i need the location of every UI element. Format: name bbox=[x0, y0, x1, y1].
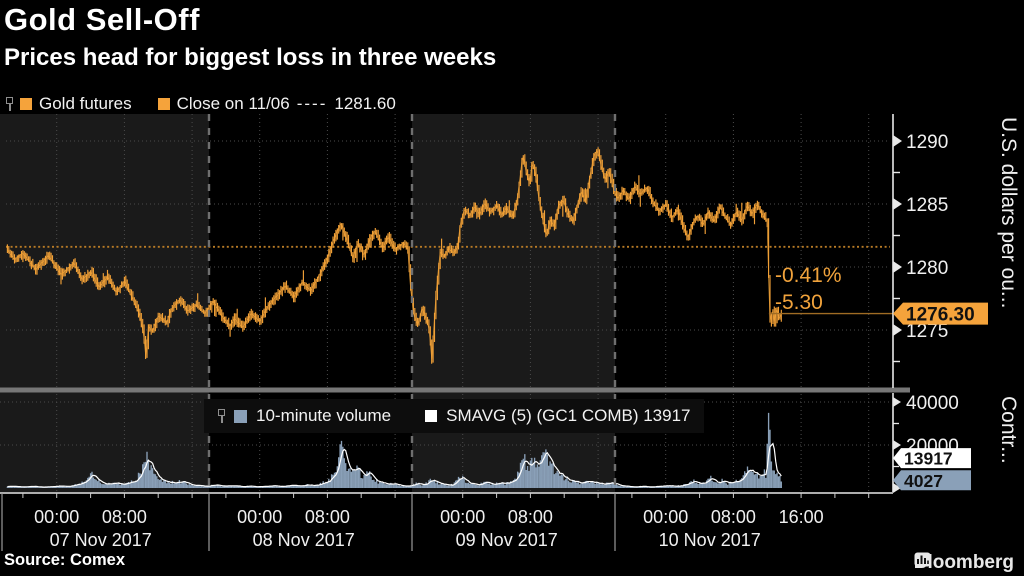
change-annotations: -0.41% -5.30 bbox=[775, 264, 842, 314]
gridlines bbox=[0, 114, 890, 492]
smavg-tag: 13917 bbox=[893, 448, 971, 469]
time-tick-label: 08:00 bbox=[508, 507, 553, 527]
gold-futures-label: Gold futures bbox=[39, 94, 132, 113]
date-tick-label: 09 Nov 2017 bbox=[456, 530, 558, 550]
bloomberg-logo: Bloomberg bbox=[914, 552, 1014, 574]
time-tick-label: 00:00 bbox=[440, 507, 485, 527]
smavg-series-label: SMAVG (5) (GC1 COMB) 13917 bbox=[446, 406, 691, 425]
panel-divider bbox=[0, 387, 910, 393]
time-tick-label: 16:00 bbox=[779, 507, 824, 527]
price-axis-tick-label: 1280 bbox=[906, 258, 948, 279]
time-tick-label: 08:00 bbox=[102, 507, 147, 527]
close-line-label: Close on 11/06 bbox=[176, 94, 290, 113]
last-volume-tag: 4027 bbox=[893, 470, 971, 491]
close-line-value: 1281.60 bbox=[334, 94, 396, 113]
time-tick-label: 00:00 bbox=[237, 507, 282, 527]
date-tick-label: 08 Nov 2017 bbox=[253, 530, 355, 550]
price-series bbox=[6, 147, 782, 364]
price-axis-tick-label: 1290 bbox=[906, 132, 948, 153]
smavg-tag-label: 13917 bbox=[904, 449, 953, 469]
price-legend: Gold futures Close on 11/06 ---- 1281.60 bbox=[6, 94, 396, 114]
volume-bars bbox=[6, 412, 782, 488]
bloomberg-wordmark: Bloomberg bbox=[913, 552, 1014, 573]
last-price-tag-label: 1276.30 bbox=[906, 305, 975, 326]
gold-futures-swatch-icon bbox=[20, 98, 32, 110]
pct-change-annotation: -0.41% bbox=[775, 264, 842, 287]
volume-axis-title: Contr... bbox=[997, 396, 1020, 464]
day-shading bbox=[0, 114, 615, 492]
page-subtitle: Prices head for biggest loss in three we… bbox=[4, 44, 497, 71]
price-axis-title: U.S. dollars per ou... bbox=[997, 117, 1020, 308]
volume-axis-tick-label: 40000 bbox=[906, 393, 959, 414]
price-axis-tick-label: 1285 bbox=[906, 195, 948, 216]
day-separators bbox=[207, 114, 617, 492]
time-tick-label: 08:00 bbox=[711, 507, 756, 527]
source-label: Source: Comex bbox=[4, 551, 126, 569]
bloomberg-chart-icon bbox=[914, 552, 931, 567]
volume-swatch-icon bbox=[234, 409, 247, 423]
smavg-line bbox=[7, 442, 782, 488]
close-line-dashes: ---- bbox=[296, 94, 328, 113]
date-tick-label: 10 Nov 2017 bbox=[659, 530, 761, 550]
abs-change-annotation: -5.30 bbox=[775, 291, 823, 314]
time-tick-label: 00:00 bbox=[34, 507, 79, 527]
volume-axis-title: Contr... bbox=[997, 396, 1020, 464]
close-line-swatch-icon bbox=[157, 98, 170, 110]
time-tick-label: 08:00 bbox=[305, 507, 350, 527]
volume-legend: 10-minute volume SMAVG (5) (GC1 COMB) 13… bbox=[204, 399, 705, 433]
date-tick-label: 07 Nov 2017 bbox=[50, 530, 152, 550]
price-axis: 1290 1285 1280 1275 bbox=[893, 132, 948, 363]
x-axis: 00:00 08:00 07 Nov 2017 00:00 08:00 08 Nov 20… bbox=[1, 493, 870, 551]
time-tick-label: 00:00 bbox=[643, 507, 688, 527]
volume-series-label: 10-minute volume bbox=[256, 406, 392, 425]
price-axis-title: U.S. dollars per ou... bbox=[997, 117, 1020, 308]
last-price-tag: 1276.30 bbox=[893, 302, 988, 326]
price-axis-tick-label: 1275 bbox=[906, 321, 948, 342]
last-volume-tag-label: 4027 bbox=[904, 471, 943, 491]
smavg-swatch-icon bbox=[425, 410, 438, 422]
page-title: Gold Sell-Off bbox=[4, 2, 200, 37]
flag-pin-icon bbox=[218, 409, 225, 423]
flag-pin-icon bbox=[6, 97, 13, 111]
